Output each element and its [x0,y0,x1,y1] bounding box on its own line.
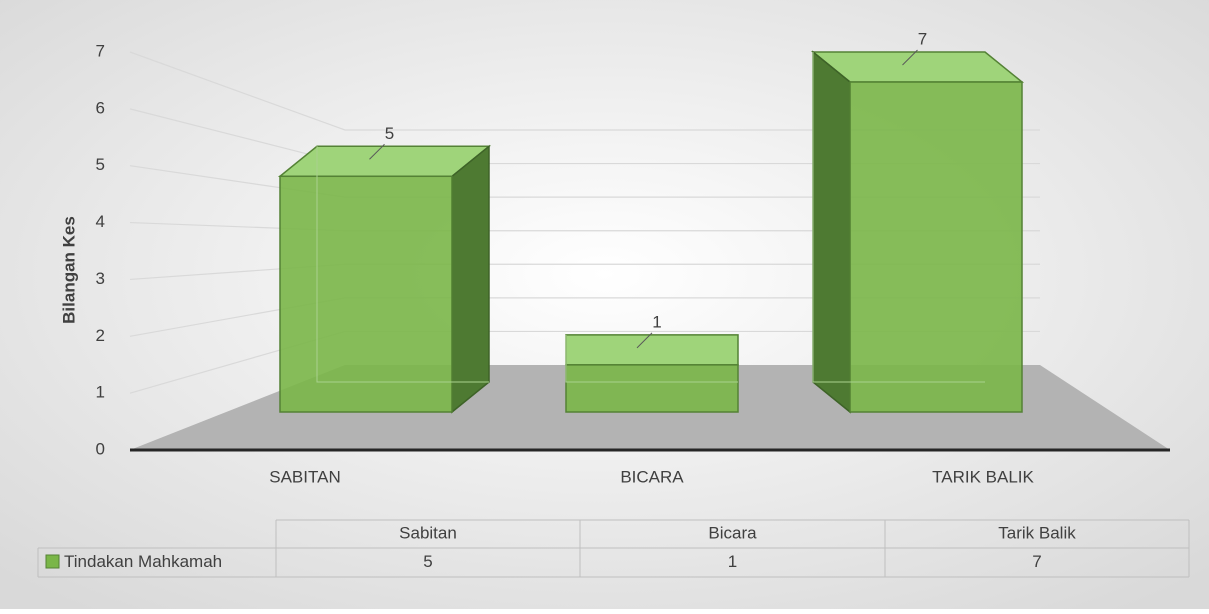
grid-line [129,51,1040,131]
y-tick-label: 4 [96,212,105,231]
table-cell: 7 [1032,552,1041,571]
leader-line [369,143,385,160]
leader-line [902,49,918,66]
data-label: 1 [652,312,661,331]
y-tick-label: 3 [96,269,105,288]
y-tick-label: 1 [96,383,105,402]
bar-top [565,334,739,366]
bar [565,364,739,413]
bar-edge [565,334,738,383]
bar-edge [316,146,489,383]
bar-side [451,144,490,414]
y-tick-label: 7 [96,41,105,60]
y-tick-label: 2 [96,326,105,345]
table-header: Sabitan [399,523,457,542]
y-tick-label: 0 [96,439,105,458]
data-label: 7 [918,29,927,48]
x-tick-label: TARIK BALIK [932,467,1034,486]
bar-side [812,50,851,414]
leader-line [636,332,653,349]
x-tick-label: SABITAN [269,467,340,486]
x-tick-label: BICARA [620,467,684,486]
legend-key [45,554,60,569]
data-label: 5 [385,124,394,143]
y-axis-label: Bilangan Kes [59,216,78,324]
y-tick-label: 5 [96,155,105,174]
bar [849,81,1023,413]
bar [279,175,453,413]
bar-edge [812,52,985,383]
y-tick-label: 6 [96,98,105,117]
legend-label: Tindakan Mahkamah [64,552,222,571]
table-cell: 1 [728,552,737,571]
table-header: Bicara [708,523,757,542]
table-header: Tarik Balik [998,523,1076,542]
table-cell: 5 [423,552,432,571]
